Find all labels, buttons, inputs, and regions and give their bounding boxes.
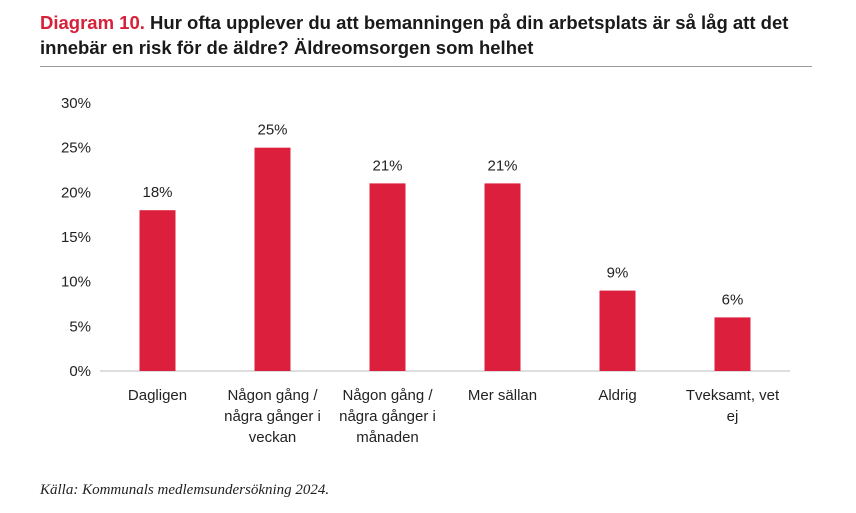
source-note: Källa: Kommunals medlemsundersökning 202… (40, 482, 330, 498)
x-tick-label: Någon gång / några gånger i veckan (224, 387, 321, 446)
data-label: 9% (607, 265, 629, 282)
y-tick-label: 25% (61, 140, 91, 157)
x-tick-label: Mer sällan (468, 387, 537, 404)
bar (254, 147, 291, 371)
y-tick-label: 0% (69, 363, 91, 380)
data-label: 21% (372, 157, 402, 174)
data-label: 18% (142, 184, 172, 201)
y-tick-label: 5% (69, 318, 91, 335)
x-tick-label: Dagligen (128, 387, 187, 404)
x-tick-label: Någon gång / några gånger i månaden (339, 387, 436, 446)
x-tick-label: Tveksamt, vet ej (686, 387, 780, 425)
bar-chart: 0% 5% 10% 15% 20% 25% 30% 18% Dagligen 25% Någon g… (61, 95, 790, 446)
bar (369, 183, 406, 371)
bar (484, 183, 521, 371)
y-tick-label: 10% (61, 274, 91, 291)
chart-title-text: Hur ofta upplever du att bemanningen på … (40, 12, 789, 58)
chart-title-prefix: Diagram 10. (40, 12, 145, 33)
data-label: 6% (722, 291, 744, 308)
bar (599, 290, 636, 371)
y-tick-label: 20% (61, 184, 91, 201)
title-divider (40, 66, 812, 67)
chart-title: Diagram 10. Hur ofta upplever du att bem… (40, 10, 820, 60)
x-tick-label: Aldrig (598, 387, 636, 404)
data-label: 25% (257, 122, 287, 139)
data-label: 21% (487, 157, 517, 174)
bar (139, 210, 176, 371)
y-tick-label: 30% (61, 95, 91, 112)
y-tick-label: 15% (61, 229, 91, 246)
bar (714, 317, 751, 371)
